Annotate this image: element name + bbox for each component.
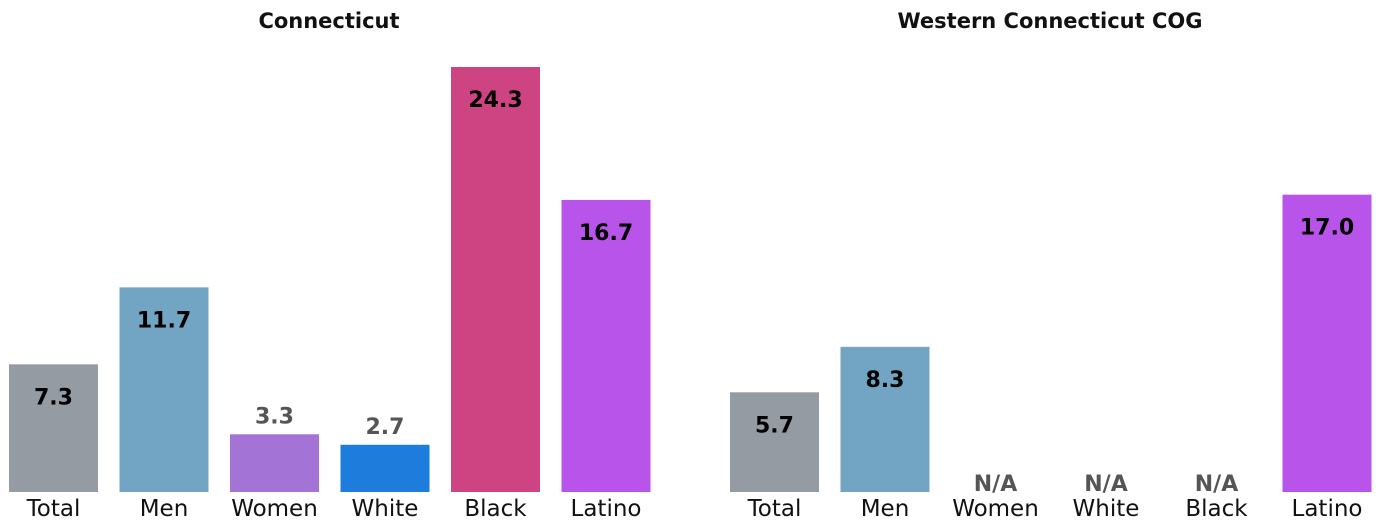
value-label-women: N/A	[974, 472, 1017, 497]
value-label-black: 24.3	[468, 88, 522, 113]
tick-label-latino: Latino	[1292, 496, 1363, 522]
chart-panel-western-connecticut-cog: 5.7Total8.3MenN/AWomenN/AWhiteN/ABlack17…	[730, 194, 1372, 522]
value-label-total: 7.3	[34, 385, 73, 410]
value-label-latino: 17.0	[1300, 216, 1354, 241]
value-label-white: N/A	[1084, 472, 1127, 497]
tick-label-women: Women	[231, 496, 318, 522]
bar-total	[730, 392, 819, 492]
tick-label-white: White	[352, 496, 419, 522]
bar-black	[451, 67, 540, 492]
tick-label-total: Total	[747, 496, 802, 522]
tick-label-total: Total	[26, 496, 81, 522]
value-label-total: 5.7	[755, 413, 794, 438]
tick-label-men: Men	[861, 496, 910, 522]
value-label-white: 2.7	[366, 415, 405, 440]
tick-label-women: Women	[952, 496, 1039, 522]
tick-label-black: Black	[1185, 496, 1248, 522]
bar-latino	[561, 199, 651, 492]
tick-label-men: Men	[140, 496, 189, 522]
chart-panel-connecticut: 7.3 Total 11.7 Men 3.3 Women 2.7 White 24.3 Black…	[9, 67, 651, 522]
chart-title-left: Connecticut	[258, 9, 399, 33]
bar-total	[9, 364, 98, 492]
tick-label-latino: Latino	[571, 496, 642, 522]
value-label-latino: 16.7	[579, 221, 633, 246]
value-label-women: 3.3	[255, 404, 294, 429]
bar-women	[230, 434, 319, 492]
value-label-black: N/A	[1195, 472, 1238, 497]
bar-men	[119, 287, 209, 492]
value-label-men: 11.7	[137, 308, 191, 333]
bar-white	[340, 444, 430, 492]
bar-latino	[1282, 194, 1372, 492]
tick-label-white: White	[1073, 496, 1140, 522]
chart-title-right: Western Connecticut COG	[898, 9, 1203, 33]
value-label-men: 8.3	[866, 368, 905, 393]
bar-men	[840, 346, 930, 492]
tick-label-black: Black	[464, 496, 527, 522]
